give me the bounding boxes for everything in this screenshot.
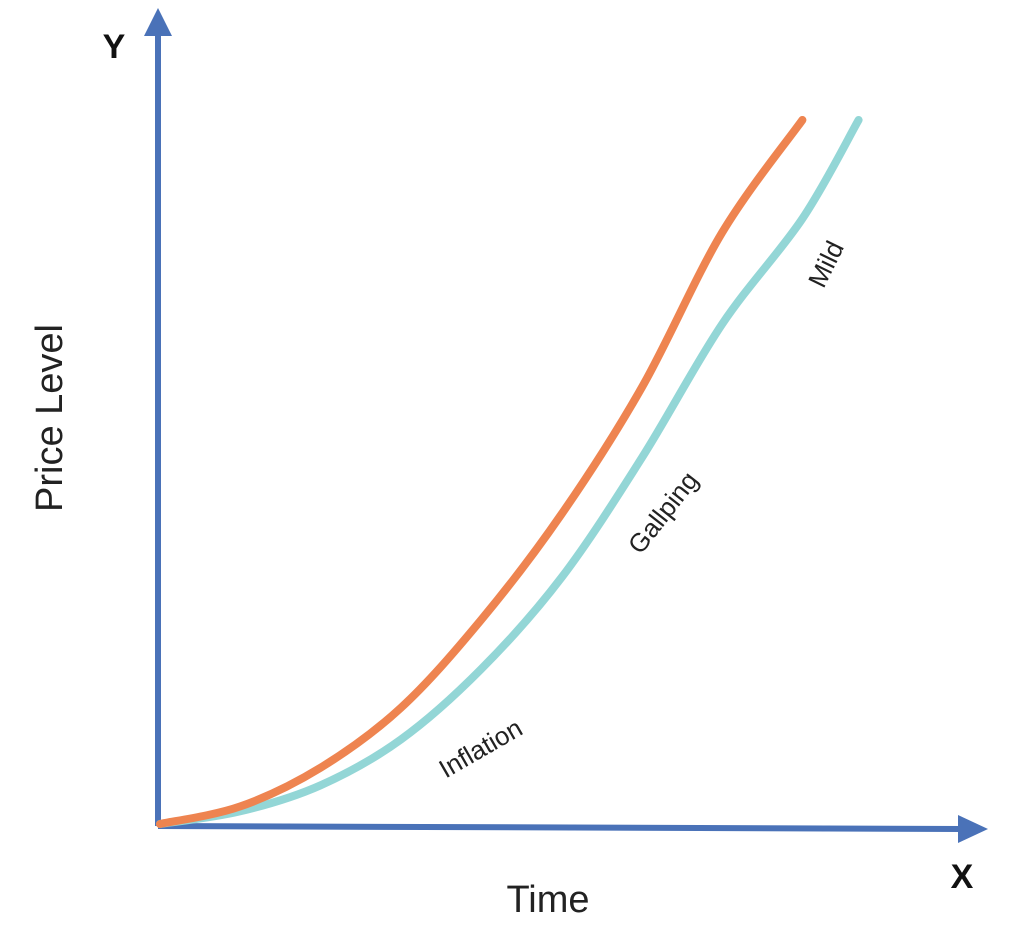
series-group bbox=[156, 116, 863, 828]
x-axis-line bbox=[157, 823, 963, 832]
x-axis-title: Time bbox=[506, 879, 589, 921]
annotation-mild: Mild bbox=[802, 236, 850, 292]
y-axis-letter: Y bbox=[103, 28, 126, 66]
x-axis-arrow bbox=[958, 815, 988, 843]
annotation-inflation: Inflation bbox=[434, 712, 528, 784]
y-axis-arrow bbox=[144, 8, 172, 36]
x-axis-letter: X bbox=[951, 858, 974, 896]
annotation-gallping: Gallping bbox=[622, 466, 704, 560]
y-axis-title: Price Level bbox=[29, 324, 71, 512]
series-line-orange bbox=[156, 116, 807, 828]
series-line-cyan bbox=[156, 116, 863, 828]
